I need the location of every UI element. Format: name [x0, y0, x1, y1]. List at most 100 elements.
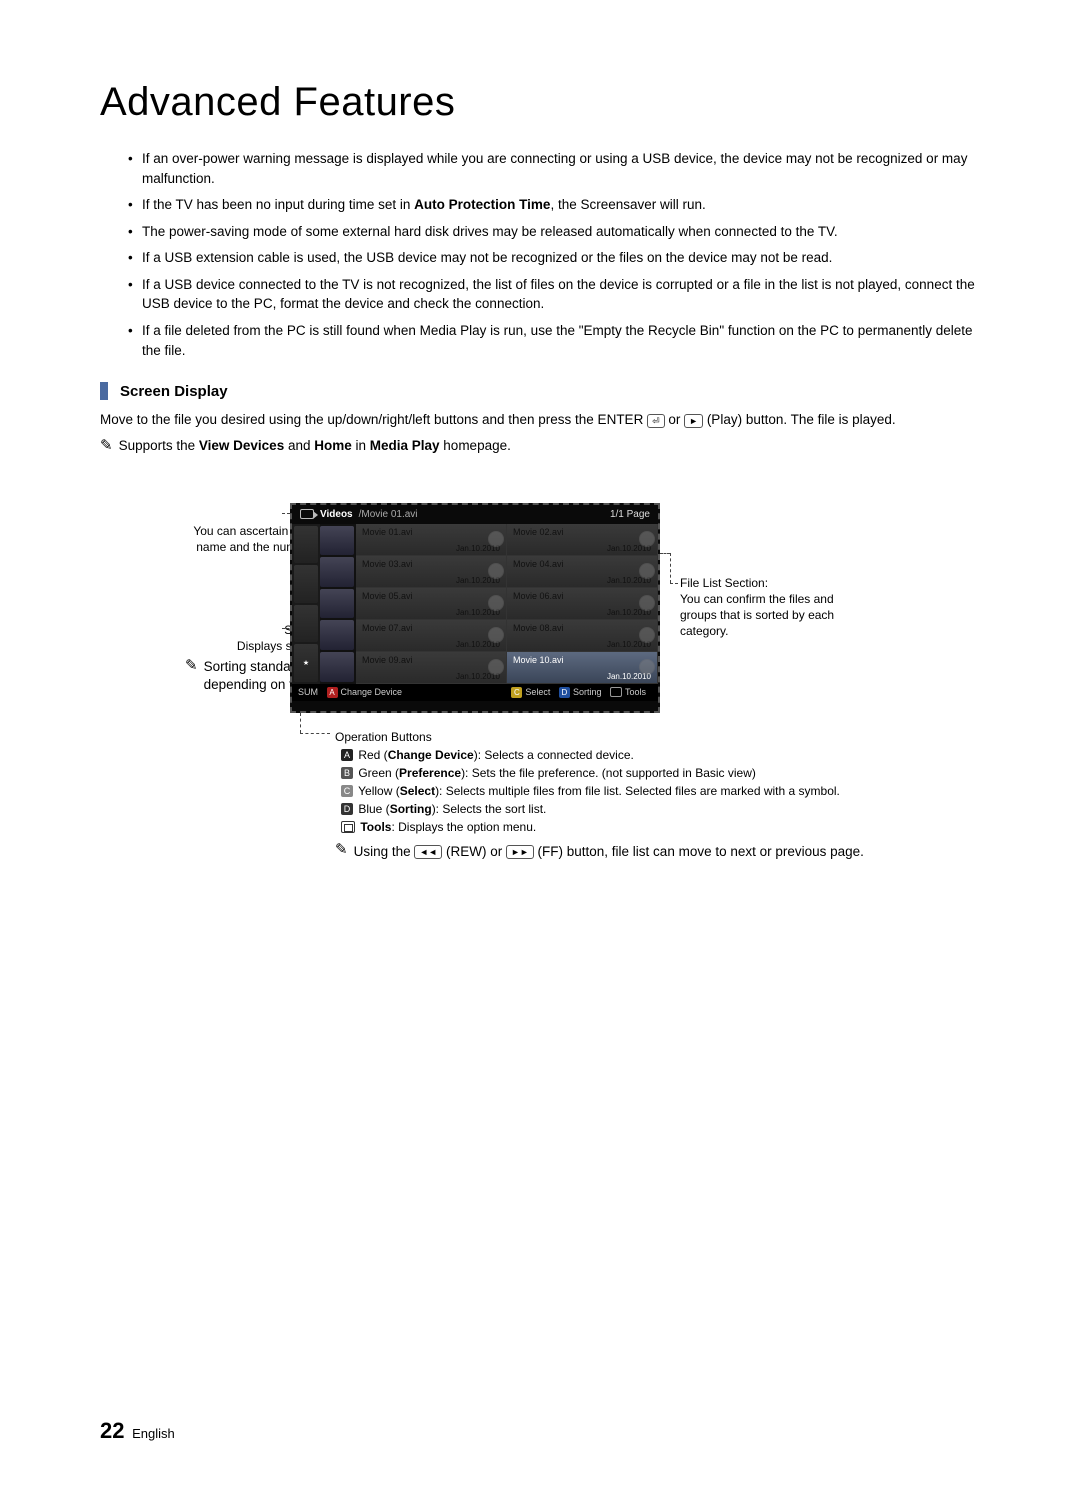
file-item[interactable]: Movie 05.aviJan.10.2010 [356, 588, 507, 620]
callout-filelist: File List Section: You can confirm the f… [680, 575, 860, 640]
bold-text: Home [314, 438, 352, 453]
op-tools: Tools: Displays the option menu. [335, 818, 965, 836]
blue-d-icon: D [559, 687, 570, 698]
film-reel-icon [488, 563, 504, 579]
op-text: Green ( [355, 766, 399, 780]
intro-text: Move to the file you desired using the u… [100, 412, 647, 427]
file-item[interactable]: Movie 07.aviJan.10.2010 [356, 620, 507, 652]
b-badge-icon: B [341, 767, 353, 779]
bold-text: Change Device [388, 748, 474, 762]
file-name: Movie 05.avi [362, 591, 500, 601]
sort-item[interactable] [294, 526, 318, 564]
video-icon [300, 509, 314, 519]
screen-body: ★ Movie 01.aviJan.10.2010Movie 02.aviJan… [292, 524, 658, 684]
film-reel-icon [639, 659, 655, 675]
note-text: Using the ◄◄ (REW) or ►► (FF) button, fi… [354, 842, 864, 862]
note-icon: ✎ [100, 438, 113, 453]
figure: Information: You can ascertain the selec… [100, 503, 980, 923]
change-device-label[interactable]: Change Device [341, 687, 403, 697]
file-list-section[interactable]: Movie 01.aviJan.10.2010Movie 02.aviJan.1… [356, 524, 658, 684]
file-item[interactable]: Movie 06.aviJan.10.2010 [507, 588, 658, 620]
file-name: Movie 02.avi [513, 527, 651, 537]
sort-item[interactable] [294, 565, 318, 603]
callout-line [300, 713, 301, 733]
tools-icon [610, 687, 622, 697]
file-item[interactable]: Movie 10.aviJan.10.2010 [507, 652, 658, 684]
thumbnail-column [320, 524, 356, 684]
thumbnail [320, 620, 354, 650]
intro-text: (Play) button. The file is played. [703, 412, 896, 427]
bold-text: Select [400, 784, 435, 798]
sum-label: SUM [298, 687, 318, 697]
callout-line [670, 583, 678, 584]
operation-buttons-block: Operation Buttons A Red (Change Device):… [335, 728, 965, 868]
op-text: (FF) button, file list can move to next … [534, 844, 864, 859]
fast-forward-icon: ►► [506, 845, 534, 859]
page-footer: 22 English [100, 1418, 175, 1444]
bullet-item: The power-saving mode of some external h… [128, 222, 980, 242]
sorting-label[interactable]: Sorting [573, 687, 602, 697]
intro-paragraph: Move to the file you desired using the u… [100, 410, 980, 430]
callout-line [670, 553, 671, 583]
callout-line [660, 553, 670, 554]
note-text-part: homepage. [440, 438, 511, 453]
operation-buttons-heading: Operation Buttons [335, 728, 965, 746]
film-reel-icon [488, 595, 504, 611]
bold-text: Media Play [370, 438, 440, 453]
sort-list-section[interactable]: ★ [292, 524, 320, 684]
file-name: Movie 03.avi [362, 559, 500, 569]
callout-text: File List Section: You can confirm the f… [680, 576, 834, 639]
tools-label[interactable]: Tools [625, 687, 646, 697]
screen-footer: SUM AChange Device CSelect DSorting Tool… [292, 684, 658, 701]
sort-item[interactable] [294, 605, 318, 643]
op-nav-note: ✎ Using the ◄◄ (REW) or ►► (FF) button, … [335, 842, 965, 862]
a-badge-icon: A [341, 749, 353, 761]
bullet-item: If a USB device connected to the TV is n… [128, 275, 980, 314]
op-text: Using the [354, 844, 415, 859]
film-reel-icon [639, 531, 655, 547]
select-label[interactable]: Select [525, 687, 550, 697]
breadcrumb-path: /Movie 01.avi [359, 509, 418, 520]
bullet-item: If the TV has been no input during time … [128, 195, 980, 215]
subheading-row: Screen Display [100, 382, 980, 400]
op-text: ): Selects multiple files from file list… [435, 784, 840, 798]
category-label: Videos [320, 509, 353, 520]
subheading: Screen Display [120, 383, 228, 400]
file-name: Movie 06.avi [513, 591, 651, 601]
bullet-item: If a file deleted from the PC is still f… [128, 321, 980, 360]
op-text: ): Sets the file preference. (not suppor… [461, 766, 756, 780]
intro-text: or [665, 412, 685, 427]
tools-badge-icon [341, 821, 355, 833]
page-title: Advanced Features [100, 80, 980, 125]
thumbnail [320, 526, 354, 556]
callout-line [300, 733, 330, 734]
file-name: Movie 10.avi [513, 655, 651, 665]
op-yellow: C Yellow (Select): Selects multiple file… [335, 782, 965, 800]
op-text: Yellow ( [355, 784, 400, 798]
bold-text: Auto Protection Time [414, 197, 550, 212]
note-text-part: Supports the [119, 438, 199, 453]
op-text: Red ( [355, 748, 388, 762]
file-name: Movie 04.avi [513, 559, 651, 569]
page-indicator: 1/1 Page [610, 509, 650, 520]
note-text-part: and [284, 438, 314, 453]
d-badge-icon: D [341, 803, 353, 815]
file-item[interactable]: Movie 04.aviJan.10.2010 [507, 556, 658, 588]
sort-item[interactable]: ★ [294, 644, 318, 682]
film-reel-icon [488, 531, 504, 547]
file-item[interactable]: Movie 09.aviJan.10.2010 [356, 652, 507, 684]
film-reel-icon [639, 627, 655, 643]
rewind-icon: ◄◄ [414, 845, 442, 859]
bullet-item: If a USB extension cable is used, the US… [128, 248, 980, 268]
file-item[interactable]: Movie 03.aviJan.10.2010 [356, 556, 507, 588]
file-item[interactable]: Movie 08.aviJan.10.2010 [507, 620, 658, 652]
op-text: Blue ( [355, 802, 390, 816]
file-item[interactable]: Movie 02.aviJan.10.2010 [507, 524, 658, 556]
op-text: (REW) or [442, 844, 506, 859]
screen-header: Videos /Movie 01.avi 1/1 Page [292, 505, 658, 524]
op-text: ): Selects a connected device. [474, 748, 634, 762]
tv-screenshot: Videos /Movie 01.avi 1/1 Page ★ Movie 0 [290, 503, 660, 713]
file-item[interactable]: Movie 01.aviJan.10.2010 [356, 524, 507, 556]
op-red: A Red (Change Device): Selects a connect… [335, 746, 965, 764]
thumbnail [320, 589, 354, 619]
